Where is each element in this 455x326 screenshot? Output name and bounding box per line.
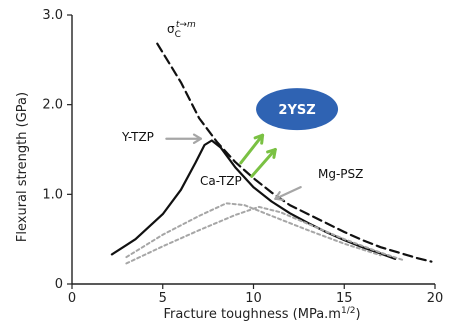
series-line-catzp [125, 202, 382, 259]
y-axis-label: Flexural strength (GPa) [15, 92, 30, 242]
y-tick-label: 2.0 [42, 98, 63, 113]
annotation-layer: σCt→m Y-TZP Ca-TZP Mg-PSZ 2YSZ [121, 20, 363, 201]
pointer-arrow-mgpsz-shaft [274, 186, 302, 200]
x-axis-label-main: Fracture toughness (MPa.m [163, 307, 341, 322]
sigma-subscript: C [175, 30, 181, 40]
sigma-symbol: σ [167, 22, 175, 36]
series-label-sigma: σCt→m [167, 20, 196, 40]
y-tick-label: 3.0 [42, 8, 63, 23]
x-axis-label: Fracture toughness (MPa.m1/2) [163, 306, 360, 322]
sigma-superscript: t→m [176, 20, 196, 30]
y-tick-label: 1.0 [42, 187, 63, 202]
badge-2ysz-ellipse [256, 88, 339, 131]
x-tick-label: 10 [245, 291, 262, 306]
series-label-mgpsz: Mg-PSZ [318, 167, 363, 181]
green-arrow-2-head [266, 148, 277, 159]
x-tick-label: 15 [336, 291, 353, 306]
x-axis-label-sup: 1/2 [341, 306, 355, 316]
green-arrow-1 [239, 133, 265, 165]
green-arrow-2 [250, 148, 277, 178]
green-arrow-1-shaft [239, 133, 265, 165]
series-line-mgpsz [125, 205, 404, 265]
y-tick-label: 0 [55, 277, 63, 292]
pointer-arrow-mgpsz [274, 186, 302, 201]
pointer-arrow-mgpsz-head [274, 191, 285, 201]
x-tick-label: 5 [159, 291, 167, 306]
pointer-arrow-ytzp-head [192, 133, 202, 144]
series-line-sigma [156, 42, 433, 263]
badge-2ysz-label: 2YSZ [278, 103, 315, 118]
x-tick-label: 0 [68, 291, 76, 306]
pointer-arrow-ytzp [165, 133, 202, 144]
series-line-ytzp [110, 139, 397, 260]
series-label-ytzp: Y-TZP [121, 130, 154, 144]
green-arrow-2-shaft [250, 148, 277, 178]
x-tick-label: 20 [427, 291, 444, 306]
green-arrow-1-head [253, 133, 265, 145]
series-label-catzp: Ca-TZP [200, 174, 242, 188]
axes-layer: 0 5 10 15 20 0 1.0 2.0 3.0 [42, 8, 443, 306]
x-axis-label-close: ) [355, 307, 360, 322]
series-layer [110, 42, 433, 265]
